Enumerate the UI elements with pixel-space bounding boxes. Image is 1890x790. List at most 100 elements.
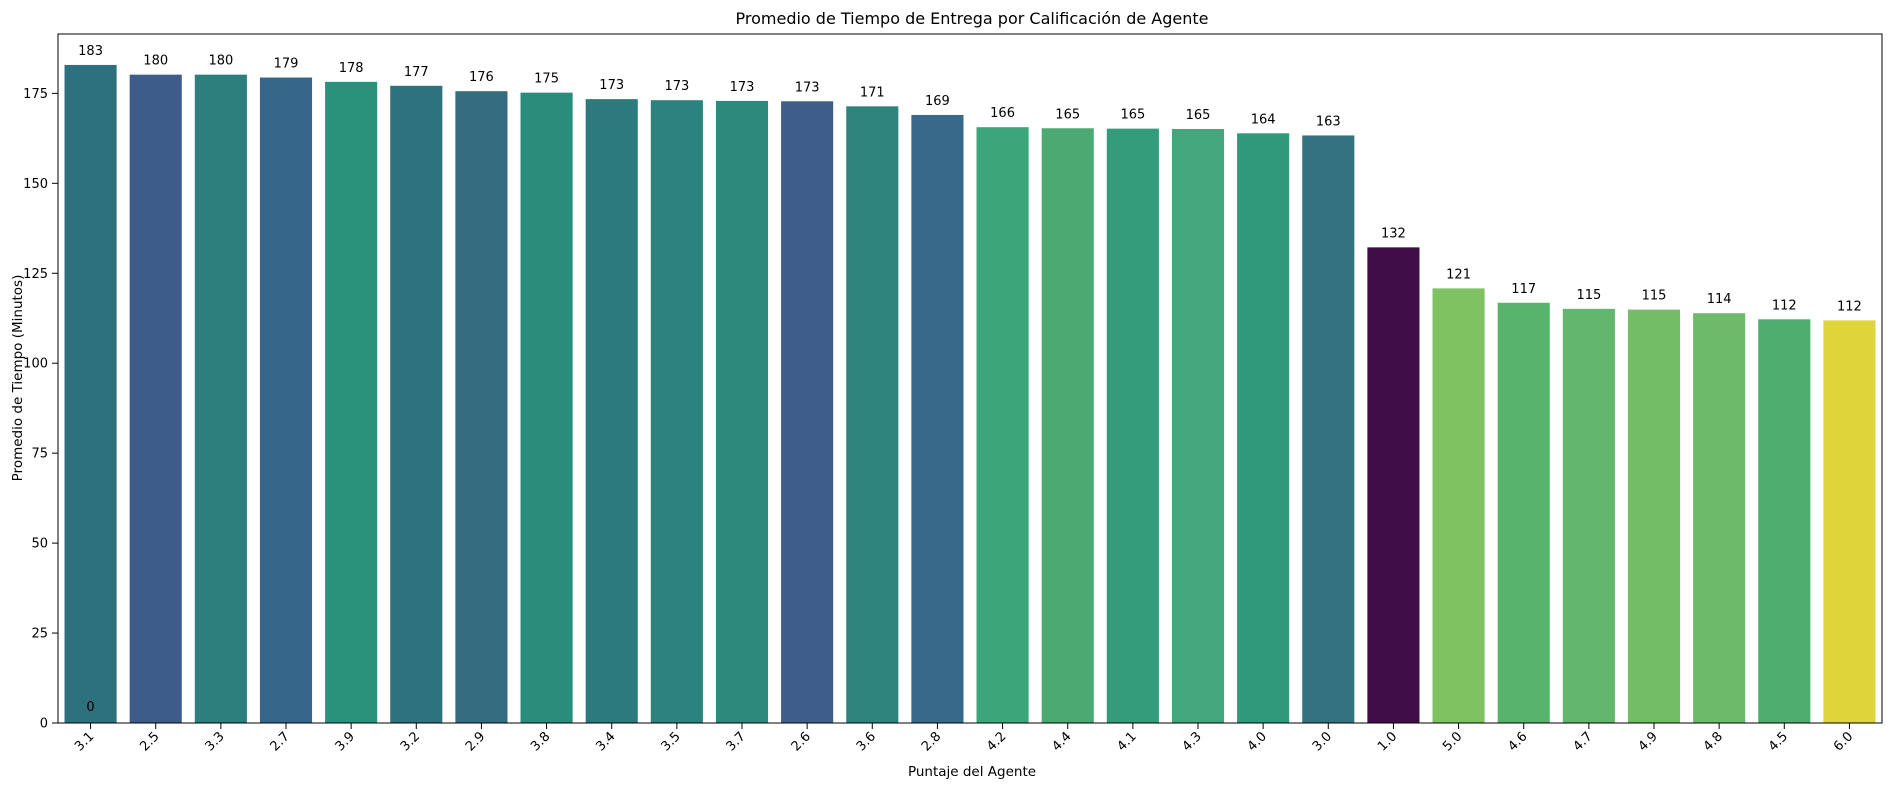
x-tick-label: 5.0 <box>1440 729 1465 754</box>
x-tick-label: 4.0 <box>1245 729 1270 754</box>
bar <box>781 101 834 723</box>
x-tick-label: 4.6 <box>1505 729 1530 754</box>
bar-value-label: 163 <box>1316 114 1341 129</box>
bar <box>455 91 508 723</box>
x-tick-label: 4.2 <box>984 729 1009 754</box>
bar <box>1693 313 1746 723</box>
bar <box>1758 319 1811 723</box>
bar <box>1562 308 1615 723</box>
bar <box>1367 247 1420 723</box>
x-axis-title: Puntaje del Agente <box>908 764 1036 780</box>
y-axis-title: Promedio de Tiempo (Minutos) <box>10 275 26 482</box>
bar <box>1237 133 1290 723</box>
bar-value-label: 173 <box>664 79 689 94</box>
x-tick-label: 2.8 <box>919 729 944 754</box>
bar-value-label: 117 <box>1511 282 1536 297</box>
bar-value-label: 165 <box>1120 108 1145 123</box>
x-tick-label: 4.4 <box>1049 729 1074 754</box>
bar-value-label: 112 <box>1837 299 1862 314</box>
bar <box>325 81 378 723</box>
bar <box>911 114 964 723</box>
bar <box>1627 309 1681 723</box>
bar <box>1823 320 1876 723</box>
x-tick-label: 3.3 <box>202 729 227 754</box>
bar <box>1432 288 1485 723</box>
bar <box>390 85 443 723</box>
bar-value-label: 177 <box>404 65 429 80</box>
bar-value-label: 180 <box>208 54 233 69</box>
bar-labels: 183 180 180 179 178 177 176 175 173 173 173 173 171 1… <box>78 44 1862 715</box>
y-tick-label: 25 <box>31 627 48 642</box>
bar-value-label: 166 <box>990 106 1015 121</box>
x-tick-label: 3.1 <box>72 729 97 754</box>
x-tick-label: 6.0 <box>1831 729 1856 754</box>
bar-value-label: 114 <box>1707 292 1732 307</box>
bar <box>194 74 247 724</box>
bar-value-label: 173 <box>795 80 820 95</box>
bar-value-label: 115 <box>1642 289 1667 304</box>
bar <box>129 74 182 724</box>
bar <box>846 106 899 724</box>
bar-value-label: 132 <box>1381 226 1406 241</box>
x-tick-label: 4.3 <box>1180 729 1205 754</box>
y-tick-label: 150 <box>23 177 48 192</box>
x-tick-label: 4.9 <box>1636 729 1661 754</box>
bar-value-label: 165 <box>1186 108 1211 123</box>
x-tick-label: 3.9 <box>333 729 358 754</box>
x-axis: 3.1 2.5 3.3 2.7 3.9 3.2 2.9 3.8 3.4 3.5 3.7 2.6 3.6 2… <box>72 723 1856 754</box>
bar-value-label: 169 <box>925 94 950 109</box>
bar <box>1041 128 1094 724</box>
bars <box>64 64 1876 724</box>
x-tick-label: 3.7 <box>724 729 749 754</box>
bar <box>520 92 573 724</box>
x-tick-label: 3.4 <box>593 729 618 754</box>
y-tick-label: 75 <box>31 447 48 462</box>
bar-value-label: 115 <box>1576 288 1601 303</box>
bar-value-label: 165 <box>1055 107 1080 122</box>
x-tick-label: 4.7 <box>1570 729 1595 754</box>
x-tick-label: 3.0 <box>1310 729 1335 754</box>
x-tick-label: 4.1 <box>1114 729 1139 754</box>
x-tick-label: 3.8 <box>528 729 553 754</box>
bar-value-label: 183 <box>78 44 103 59</box>
bar <box>1106 128 1159 723</box>
bar-value-label: 164 <box>1251 112 1276 127</box>
bar-value-label: 180 <box>143 54 168 69</box>
chart-title: Promedio de Tiempo de Entrega por Califi… <box>736 9 1209 28</box>
x-tick-label: 2.5 <box>137 729 162 754</box>
bar-value-label: 173 <box>599 78 624 93</box>
x-tick-label: 1.0 <box>1375 729 1400 754</box>
y-tick-label: 100 <box>23 357 48 372</box>
bar <box>64 64 117 724</box>
bar-value-label: 112 <box>1772 298 1797 313</box>
bar-value-label: 178 <box>339 61 364 76</box>
plot-frame <box>57 33 1883 724</box>
bar <box>1171 128 1225 723</box>
x-tick-label: 2.9 <box>463 729 488 754</box>
x-tick-label: 4.8 <box>1701 729 1726 754</box>
y-axis: 0 25 50 75 100 125 150 175 <box>23 87 58 732</box>
y-tick-label: 175 <box>23 87 48 102</box>
bar-value-label: 173 <box>730 80 755 95</box>
bar <box>1497 302 1550 723</box>
bar <box>1302 135 1355 724</box>
bar <box>259 77 313 723</box>
x-tick-label: 4.5 <box>1766 729 1791 754</box>
bar <box>650 100 703 724</box>
annotation-label: 0 <box>86 700 94 715</box>
x-tick-label: 2.6 <box>789 729 814 754</box>
bar-value-label: 121 <box>1446 267 1471 282</box>
bar <box>976 127 1029 723</box>
x-tick-label: 3.6 <box>854 729 879 754</box>
x-tick-label: 2.7 <box>268 729 293 754</box>
y-tick-label: 50 <box>31 537 48 552</box>
bar-value-label: 171 <box>860 85 885 100</box>
y-tick-label: 125 <box>23 267 48 282</box>
x-tick-label: 3.5 <box>658 729 683 754</box>
bar-value-label: 176 <box>469 70 494 85</box>
bar <box>585 99 638 723</box>
x-tick-label: 3.2 <box>398 729 423 754</box>
bar <box>715 100 769 724</box>
bar-value-label: 175 <box>534 72 559 87</box>
